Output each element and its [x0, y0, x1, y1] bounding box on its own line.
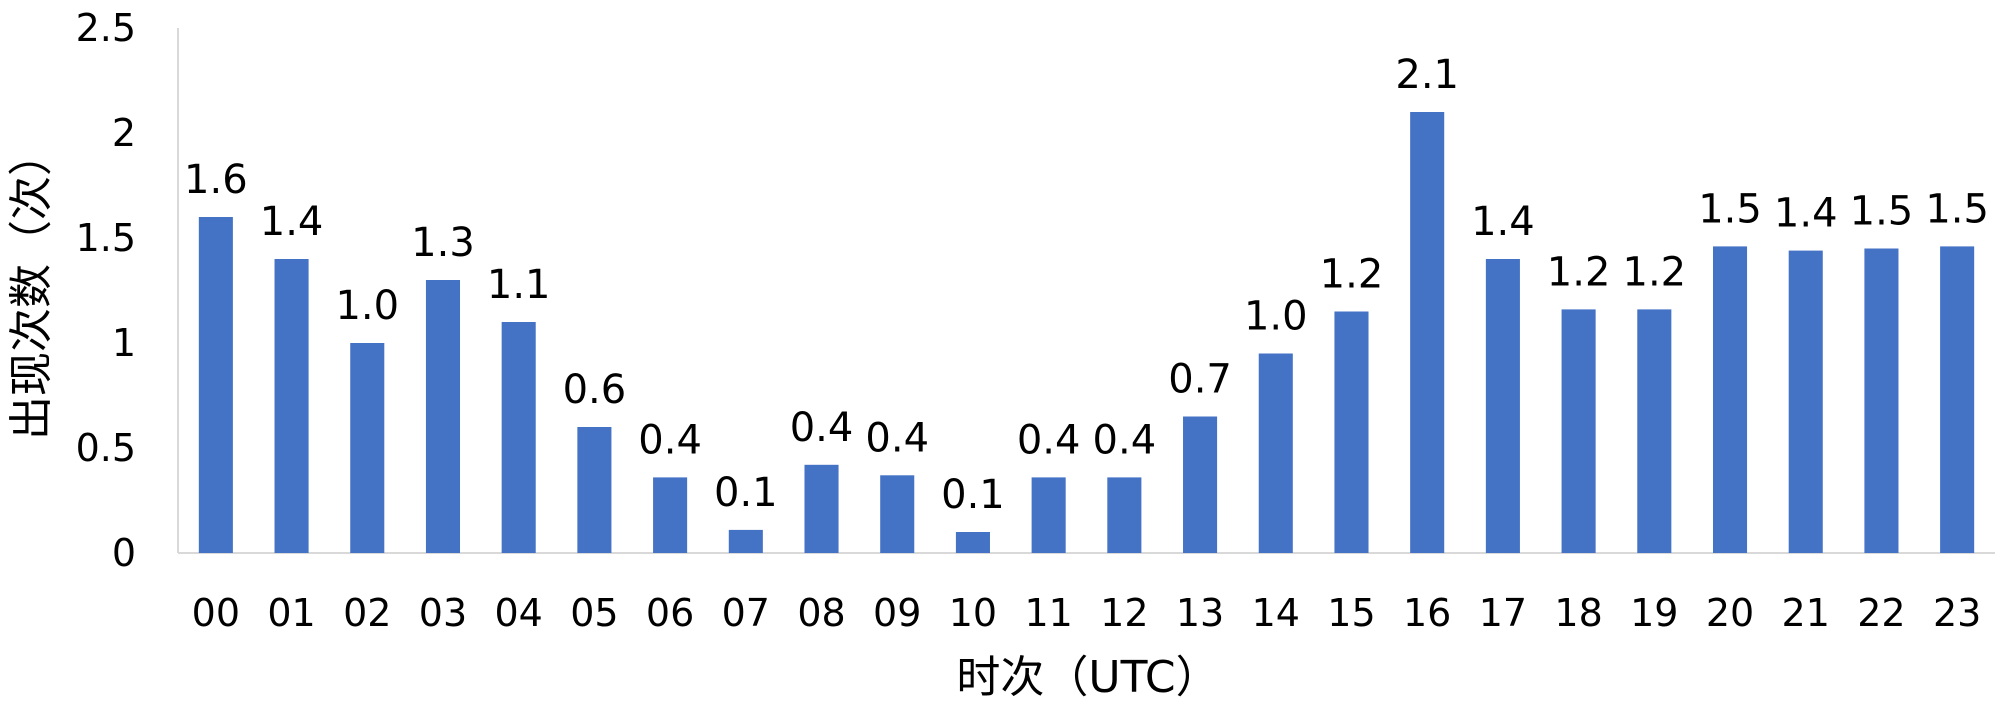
x-tick-label-19: 19 [1630, 591, 1678, 635]
bar-06 [653, 477, 688, 553]
data-label-17: 1.4 [1471, 199, 1535, 245]
data-label-10: 0.1 [941, 472, 1005, 518]
x-tick-label-06: 06 [646, 591, 694, 635]
data-label-07: 0.1 [714, 470, 778, 516]
data-label-09: 0.4 [865, 415, 929, 461]
data-label-19: 1.2 [1623, 249, 1687, 295]
bar-08 [804, 464, 839, 553]
x-tick-label-01: 01 [267, 591, 315, 635]
data-label-16: 2.1 [1395, 52, 1459, 98]
data-label-02: 1.0 [335, 283, 399, 329]
bar-16 [1410, 112, 1445, 553]
bar-01 [274, 259, 309, 553]
bar-10 [955, 532, 990, 553]
bar-05 [577, 427, 612, 553]
bar-19 [1637, 309, 1672, 553]
data-label-01: 1.4 [260, 199, 324, 245]
y-tick-label: 0.5 [76, 426, 136, 470]
y-axis-title: 出现次数（次） [6, 132, 57, 440]
bar-02 [350, 343, 385, 553]
x-tick-label-07: 07 [722, 591, 770, 635]
bar-09 [880, 475, 915, 553]
x-tick-label-04: 04 [495, 591, 543, 635]
bar-22 [1864, 248, 1899, 553]
x-tick-label-03: 03 [419, 591, 467, 635]
x-tick-label-15: 15 [1327, 591, 1375, 635]
y-tick-labels-group: 0 0.5 1 1.5 2 2.5 [76, 6, 136, 575]
data-label-14: 1.0 [1244, 294, 1308, 340]
x-tick-label-20: 20 [1706, 591, 1754, 635]
y-tick-label: 2.5 [76, 6, 136, 50]
data-label-15: 1.2 [1320, 252, 1384, 298]
x-tick-label-10: 10 [949, 591, 997, 635]
bar-17 [1485, 259, 1520, 553]
x-tick-label-21: 21 [1782, 591, 1830, 635]
bar-23 [1940, 246, 1975, 553]
bars-group [198, 112, 1975, 553]
bar-15 [1334, 311, 1369, 553]
data-label-00: 1.6 [184, 157, 248, 203]
x-tick-label-12: 12 [1100, 591, 1148, 635]
data-label-22: 1.5 [1850, 189, 1914, 235]
x-tick-label-09: 09 [873, 591, 921, 635]
bar-11 [1031, 477, 1066, 553]
x-tick-label-11: 11 [1024, 591, 1072, 635]
bar-20 [1712, 246, 1748, 553]
x-tick-label-18: 18 [1554, 591, 1602, 635]
x-tick-label-13: 13 [1176, 591, 1224, 635]
data-labels-group: 1.61.41.01.31.10.60.40.10.4 0.40.10.4 0.40… [184, 52, 1989, 518]
data-label-13: 0.7 [1168, 357, 1232, 403]
bar-18 [1561, 309, 1596, 553]
y-tick-label: 1 [112, 321, 136, 365]
data-label-11: 0.4 [1017, 417, 1081, 463]
y-tick-label: 2 [112, 111, 136, 155]
bar-00 [198, 217, 233, 553]
x-tick-label-14: 14 [1252, 591, 1300, 635]
x-tick-label-05: 05 [570, 591, 618, 635]
bar-03 [425, 280, 461, 553]
bar-13 [1183, 416, 1218, 553]
bar-12 [1107, 477, 1142, 553]
x-tick-label-17: 17 [1479, 591, 1527, 635]
x-tick-label-23: 23 [1933, 591, 1981, 635]
data-label-08: 0.4 [790, 405, 854, 451]
x-tick-labels-group: 00 01 02 03 04 05 06 07 08 09 10 11 12 13 14 15 16 17 18 19… [192, 591, 1982, 635]
data-label-04: 1.1 [487, 262, 551, 308]
data-label-03: 1.3 [411, 220, 475, 266]
bar-14 [1258, 353, 1293, 553]
x-tick-label-16: 16 [1403, 591, 1451, 635]
x-tick-label-00: 00 [192, 591, 240, 635]
data-label-12: 0.4 [1093, 417, 1157, 463]
data-label-06: 0.4 [638, 417, 702, 463]
bar-04 [501, 322, 536, 553]
x-tick-label-08: 08 [797, 591, 845, 635]
data-label-18: 1.2 [1547, 249, 1611, 295]
y-tick-label: 1.5 [76, 216, 136, 260]
bar-07 [728, 529, 763, 553]
x-axis-title: 时次（UTC） [956, 652, 1219, 703]
bar-21 [1788, 250, 1823, 553]
data-label-21: 1.4 [1774, 191, 1838, 237]
x-tick-label-22: 22 [1857, 591, 1905, 635]
data-label-23: 1.5 [1925, 186, 1989, 232]
x-tick-label-02: 02 [343, 591, 391, 635]
data-label-20: 1.5 [1698, 186, 1762, 232]
data-label-05: 0.6 [563, 367, 627, 413]
y-tick-label: 0 [112, 531, 136, 575]
